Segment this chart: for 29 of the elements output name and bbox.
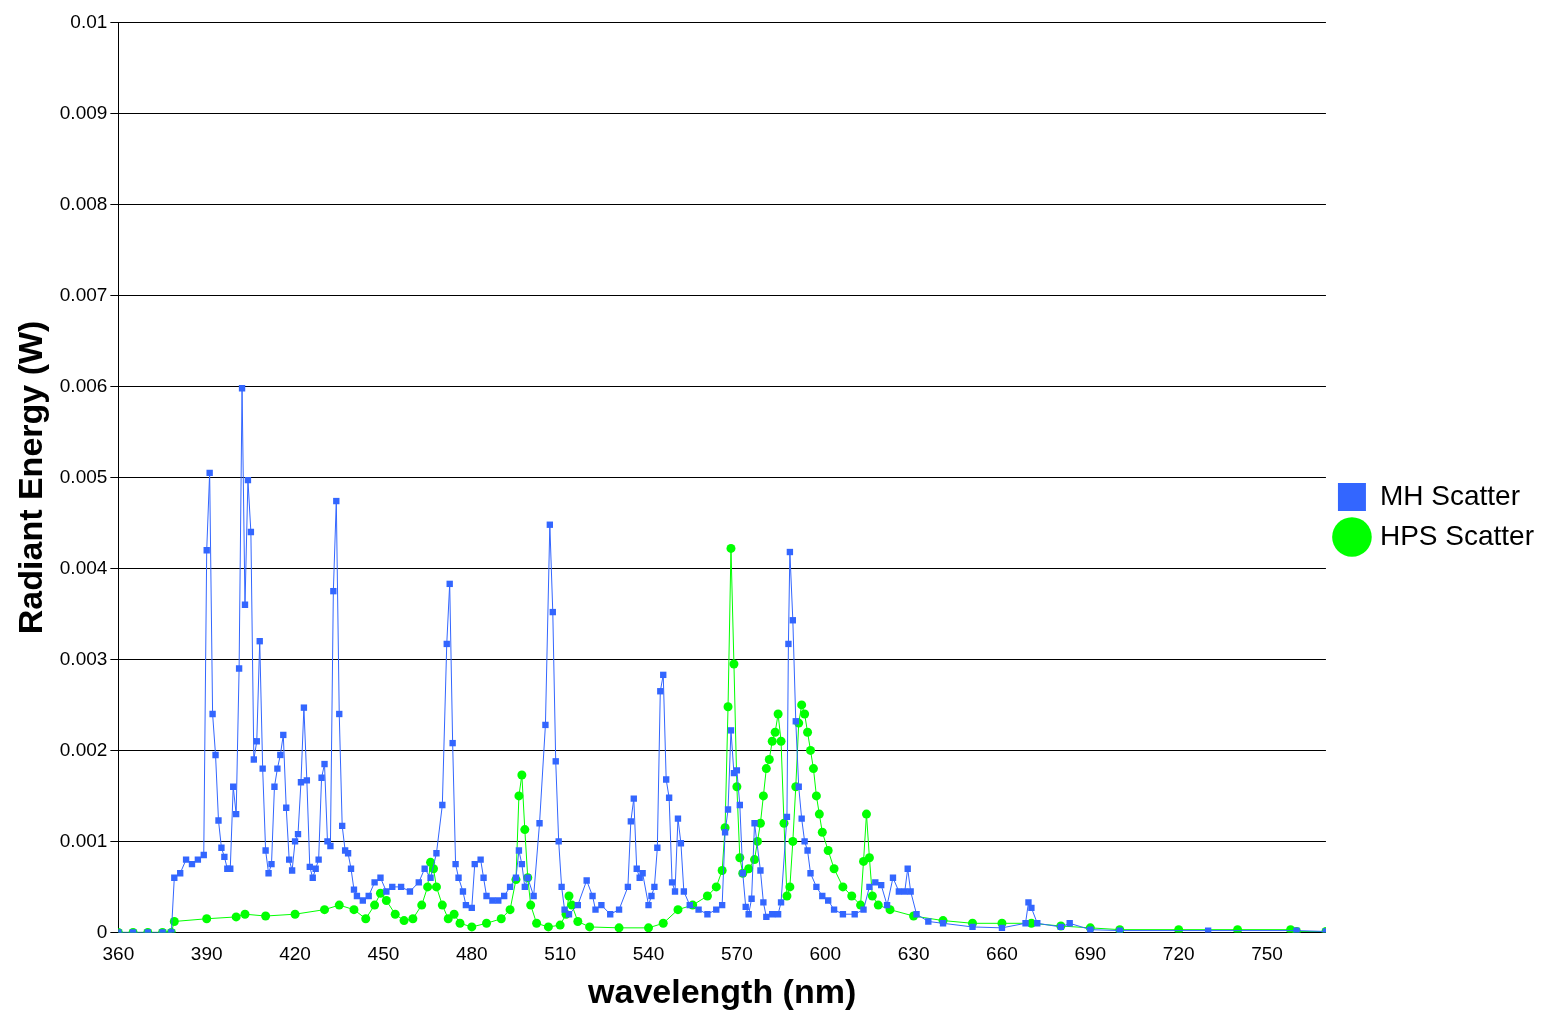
x-axis-title: wavelength (nm) — [587, 971, 857, 1010]
y-tick-label: 0 — [96, 920, 108, 942]
x-tick-label: 540 — [632, 943, 665, 965]
y-tick-label: 0.002 — [59, 738, 108, 760]
y-tick-label: 0.006 — [59, 374, 108, 396]
x-tick-label: 480 — [455, 943, 488, 965]
x-tick-label: 660 — [986, 943, 1018, 965]
x-tick-label: 420 — [279, 943, 311, 965]
y-tick-label: 0.01 — [70, 10, 108, 32]
x-tick-label: 570 — [721, 943, 753, 965]
x-tick-label: 720 — [1162, 943, 1195, 965]
y-tick-label: 0.007 — [59, 283, 108, 305]
x-tick-label: 360 — [102, 943, 135, 965]
x-tick-label: 630 — [897, 943, 930, 965]
x-tick-label: 690 — [1074, 943, 1107, 965]
y-axis-title: Radiant Energy (W) — [10, 320, 49, 635]
y-tick-label: 0.005 — [59, 465, 108, 487]
y-tick-label: 0.004 — [59, 556, 108, 578]
y-tick-label: 0.001 — [59, 829, 108, 851]
x-tick-label: 510 — [544, 943, 576, 965]
legend-label: MH Scatter — [1379, 479, 1520, 511]
x-tick-label: 390 — [190, 943, 223, 965]
x-tick-label: 450 — [367, 943, 400, 965]
y-tick-label: 0.008 — [59, 192, 108, 214]
y-tick-label: 0.009 — [59, 101, 108, 123]
legend-label: HPS Scatter — [1379, 519, 1535, 551]
x-tick-label: 600 — [809, 943, 842, 965]
y-tick-label: 0.003 — [59, 647, 108, 669]
x-tick-label: 750 — [1251, 943, 1283, 965]
